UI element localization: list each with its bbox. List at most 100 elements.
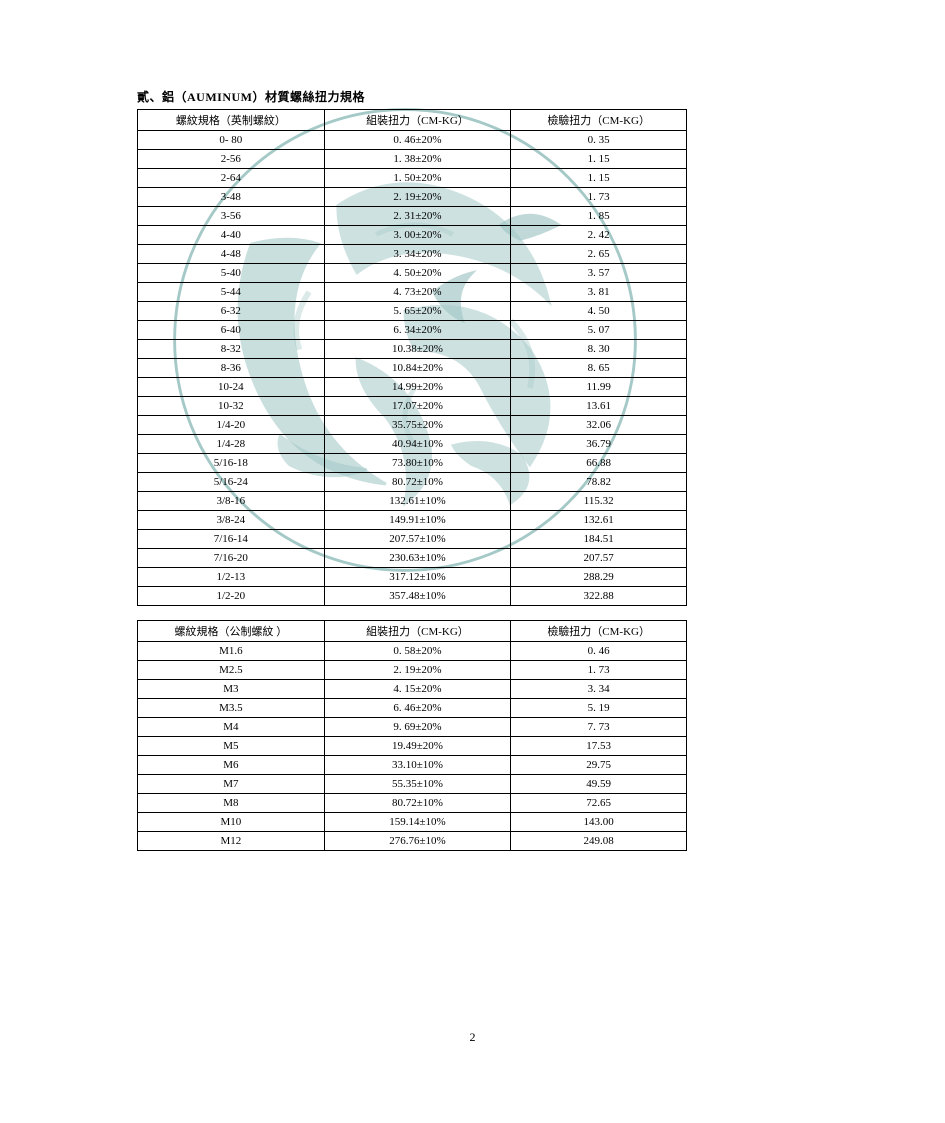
cell-spec: M3 [138,680,325,699]
cell-inspect: 2. 42 [511,226,687,245]
cell-assembly: 80.72±10% [324,794,511,813]
cell-spec: 3-56 [138,207,325,226]
cell-assembly: 33.10±10% [324,756,511,775]
cell-spec: 2-64 [138,169,325,188]
cell-inspect: 66.88 [511,454,687,473]
cell-inspect: 1. 15 [511,169,687,188]
table-row: 3-562. 31±20%1. 85 [138,207,687,226]
cell-inspect: 8. 65 [511,359,687,378]
cell-inspect: 3. 34 [511,680,687,699]
cell-spec: 3/8-24 [138,511,325,530]
table-row: 1/2-20357.48±10%322.88 [138,587,687,606]
cell-assembly: 159.14±10% [324,813,511,832]
col-header-spec: 螺紋規格（英制螺紋） [138,110,325,131]
cell-inspect: 13.61 [511,397,687,416]
cell-spec: 0- 80 [138,131,325,150]
table-row: 3/8-24149.91±10%132.61 [138,511,687,530]
cell-spec: 8-32 [138,340,325,359]
cell-assembly: 4. 15±20% [324,680,511,699]
table-header-row: 螺紋規格（公制螺紋 ） 組裝扭力（CM-KG） 檢驗扭力（CM-KG） [138,621,687,642]
table-row: 5/16-1873.80±10%66.88 [138,454,687,473]
cell-spec: 5/16-18 [138,454,325,473]
cell-assembly: 1. 38±20% [324,150,511,169]
cell-spec: M12 [138,832,325,851]
table-row: 5/16-2480.72±10%78.82 [138,473,687,492]
cell-assembly: 3. 00±20% [324,226,511,245]
cell-inspect: 4. 50 [511,302,687,321]
table-row: 6-325. 65±20%4. 50 [138,302,687,321]
page-number: 2 [0,1030,945,1045]
table-row: 1/4-2035.75±20%32.06 [138,416,687,435]
cell-assembly: 4. 73±20% [324,283,511,302]
cell-assembly: 2. 19±20% [324,188,511,207]
cell-inspect: 17.53 [511,737,687,756]
cell-assembly: 10.84±20% [324,359,511,378]
cell-assembly: 14.99±20% [324,378,511,397]
table-row: M12276.76±10%249.08 [138,832,687,851]
table-row: 1/2-13317.12±10%288.29 [138,568,687,587]
table-row: M10159.14±10%143.00 [138,813,687,832]
cell-assembly: 5. 65±20% [324,302,511,321]
cell-spec: 7/16-20 [138,549,325,568]
cell-inspect: 0. 35 [511,131,687,150]
table-row: 7/16-20230.63±10%207.57 [138,549,687,568]
col-header-spec: 螺紋規格（公制螺紋 ） [138,621,325,642]
cell-spec: 3-48 [138,188,325,207]
cell-spec: 1/2-20 [138,587,325,606]
cell-assembly: 276.76±10% [324,832,511,851]
table-row: M1.60. 58±20%0. 46 [138,642,687,661]
cell-assembly: 17.07±20% [324,397,511,416]
cell-inspect: 3. 81 [511,283,687,302]
table-row: M2.52. 19±20%1. 73 [138,661,687,680]
col-header-inspect: 檢驗扭力（CM-KG） [511,110,687,131]
col-header-assembly: 組裝扭力（CM-KG） [324,621,511,642]
cell-spec: 7/16-14 [138,530,325,549]
cell-spec: M10 [138,813,325,832]
page-content: 貳、鋁（AUMINUM）材質螺絲扭力規格 螺紋規格（英制螺紋） 組裝扭力（CM-… [137,88,687,851]
cell-inspect: 5. 19 [511,699,687,718]
cell-assembly: 9. 69±20% [324,718,511,737]
table-row: M880.72±10%72.65 [138,794,687,813]
imperial-torque-table: 螺紋規格（英制螺紋） 組裝扭力（CM-KG） 檢驗扭力（CM-KG） 0- 80… [137,109,687,606]
cell-assembly: 73.80±10% [324,454,511,473]
cell-inspect: 5. 07 [511,321,687,340]
cell-assembly: 6. 46±20% [324,699,511,718]
cell-assembly: 55.35±10% [324,775,511,794]
table-row: 10-2414.99±20%11.99 [138,378,687,397]
table-row: 5-404. 50±20%3. 57 [138,264,687,283]
table-row: 1/4-2840.94±10%36.79 [138,435,687,454]
cell-spec: 5/16-24 [138,473,325,492]
cell-assembly: 207.57±10% [324,530,511,549]
cell-spec: 10-32 [138,397,325,416]
document-title: 貳、鋁（AUMINUM）材質螺絲扭力規格 [137,88,687,105]
table-row: 7/16-14207.57±10%184.51 [138,530,687,549]
col-header-assembly: 組裝扭力（CM-KG） [324,110,511,131]
cell-assembly: 2. 31±20% [324,207,511,226]
cell-spec: M1.6 [138,642,325,661]
cell-inspect: 249.08 [511,832,687,851]
table-row: 5-444. 73±20%3. 81 [138,283,687,302]
cell-spec: 6-32 [138,302,325,321]
cell-inspect: 1. 85 [511,207,687,226]
cell-spec: 8-36 [138,359,325,378]
cell-inspect: 1. 15 [511,150,687,169]
cell-assembly: 10.38±20% [324,340,511,359]
cell-spec: 10-24 [138,378,325,397]
cell-assembly: 0. 58±20% [324,642,511,661]
cell-inspect: 207.57 [511,549,687,568]
table-row: M755.35±10%49.59 [138,775,687,794]
cell-spec: M5 [138,737,325,756]
table-row: 6-406. 34±20%5. 07 [138,321,687,340]
table-row: M633.10±10%29.75 [138,756,687,775]
table-row: 2-641. 50±20%1. 15 [138,169,687,188]
cell-spec: 1/4-28 [138,435,325,454]
cell-inspect: 0. 46 [511,642,687,661]
cell-spec: M4 [138,718,325,737]
cell-assembly: 3. 34±20% [324,245,511,264]
cell-assembly: 230.63±10% [324,549,511,568]
cell-spec: 5-44 [138,283,325,302]
cell-assembly: 4. 50±20% [324,264,511,283]
cell-inspect: 78.82 [511,473,687,492]
cell-assembly: 2. 19±20% [324,661,511,680]
table-row: 4-483. 34±20%2. 65 [138,245,687,264]
